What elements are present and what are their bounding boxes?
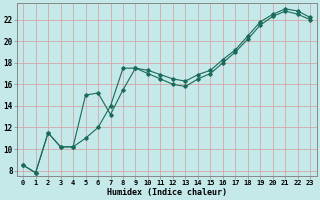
X-axis label: Humidex (Indice chaleur): Humidex (Indice chaleur) (107, 188, 227, 197)
